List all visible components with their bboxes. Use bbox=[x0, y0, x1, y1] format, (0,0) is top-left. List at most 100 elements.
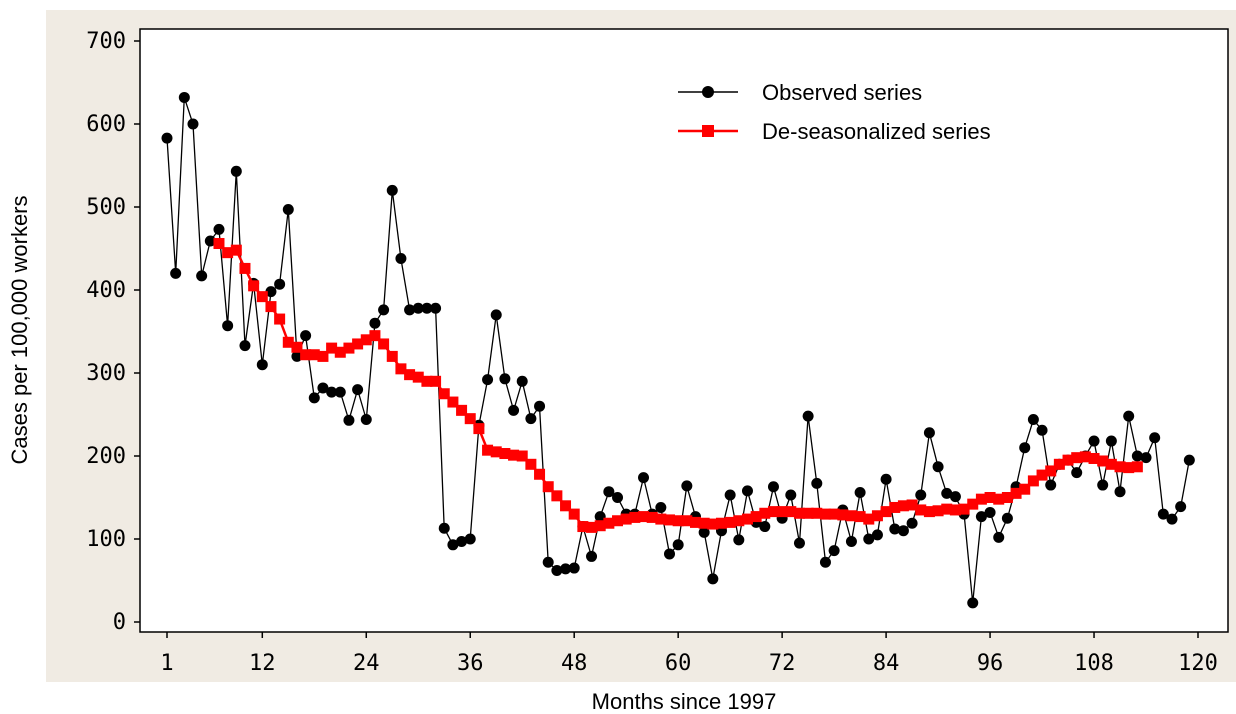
data-point bbox=[1019, 483, 1031, 495]
data-point bbox=[967, 498, 979, 510]
y-tick-label: 700 bbox=[86, 29, 126, 54]
data-point bbox=[265, 286, 277, 298]
data-point bbox=[187, 118, 199, 130]
data-point bbox=[308, 349, 320, 361]
data-point bbox=[334, 386, 346, 398]
data-point bbox=[811, 477, 823, 489]
data-point bbox=[897, 525, 909, 537]
data-point bbox=[984, 492, 996, 503]
data-point bbox=[707, 573, 719, 585]
data-point bbox=[1123, 410, 1135, 422]
x-tick-label: 120 bbox=[1178, 651, 1218, 676]
data-point bbox=[534, 468, 546, 480]
legend-item: De-seasonalized series bbox=[678, 119, 991, 144]
data-point bbox=[447, 539, 459, 551]
data-point bbox=[828, 545, 840, 557]
data-point bbox=[689, 516, 701, 528]
data-point bbox=[404, 304, 416, 316]
data-point bbox=[369, 317, 381, 329]
y-axis: 0 100 200 300 400 500 600 700 bbox=[86, 29, 140, 635]
data-point bbox=[421, 375, 433, 387]
data-point bbox=[1019, 442, 1031, 454]
data-point bbox=[516, 450, 528, 462]
data-point bbox=[378, 338, 390, 350]
data-point bbox=[248, 280, 260, 292]
data-point bbox=[490, 446, 502, 458]
data-point bbox=[343, 342, 355, 354]
y-tick-label: 400 bbox=[86, 278, 126, 303]
x-tick-label: 24 bbox=[353, 651, 380, 676]
data-point bbox=[1071, 452, 1083, 464]
data-point bbox=[871, 510, 883, 522]
data-point bbox=[395, 363, 407, 375]
data-point bbox=[1131, 461, 1143, 473]
data-point bbox=[1053, 458, 1065, 470]
data-point bbox=[681, 515, 693, 527]
data-point bbox=[594, 520, 606, 532]
x-tick-label: 72 bbox=[769, 651, 796, 676]
data-point bbox=[568, 562, 580, 574]
data-point bbox=[1045, 479, 1057, 491]
data-point bbox=[854, 511, 866, 523]
data-point bbox=[300, 349, 312, 361]
data-point bbox=[759, 507, 771, 519]
data-point bbox=[308, 392, 320, 404]
legend-label: De-seasonalized series bbox=[762, 119, 991, 144]
data-point bbox=[655, 513, 667, 525]
data-point bbox=[1105, 458, 1117, 470]
x-tick-label: 48 bbox=[561, 651, 588, 676]
data-point bbox=[265, 301, 277, 313]
data-point bbox=[958, 503, 970, 515]
data-point bbox=[845, 535, 857, 547]
x-tick-label: 108 bbox=[1074, 651, 1114, 676]
data-point bbox=[586, 521, 598, 533]
data-point bbox=[975, 493, 987, 505]
data-point bbox=[889, 523, 901, 535]
data-point bbox=[620, 513, 632, 525]
data-point bbox=[464, 413, 476, 425]
data-point bbox=[516, 375, 528, 387]
data-point bbox=[317, 350, 329, 362]
data-point bbox=[291, 341, 303, 353]
data-point bbox=[741, 485, 753, 497]
data-point bbox=[256, 359, 268, 371]
data-point bbox=[369, 330, 381, 342]
data-point bbox=[1149, 432, 1161, 444]
data-point bbox=[949, 504, 961, 516]
data-point bbox=[1088, 452, 1100, 464]
data-point bbox=[360, 334, 372, 346]
data-point bbox=[819, 508, 831, 520]
data-point bbox=[932, 505, 944, 517]
data-point bbox=[1097, 455, 1109, 467]
plot-area bbox=[139, 28, 1229, 633]
data-point bbox=[386, 350, 398, 362]
data-point bbox=[1062, 454, 1074, 466]
legend: Observed series De-seasonalized series bbox=[678, 80, 991, 144]
data-point bbox=[204, 235, 216, 247]
data-point bbox=[793, 537, 805, 549]
data-point bbox=[681, 480, 693, 492]
data-point bbox=[378, 304, 390, 316]
series-layer bbox=[161, 91, 1195, 609]
data-point bbox=[274, 278, 286, 290]
data-point bbox=[222, 320, 234, 332]
x-tick-label: 1 bbox=[160, 651, 173, 676]
x-tick-label: 60 bbox=[665, 651, 692, 676]
data-point bbox=[300, 330, 312, 342]
data-point bbox=[352, 384, 364, 396]
data-point bbox=[326, 342, 338, 354]
data-point bbox=[733, 515, 745, 527]
data-point bbox=[733, 534, 745, 546]
data-point bbox=[629, 511, 641, 523]
data-point bbox=[430, 375, 442, 387]
data-point bbox=[767, 506, 779, 518]
data-point bbox=[724, 516, 736, 528]
data-point bbox=[577, 521, 589, 533]
data-point bbox=[880, 506, 892, 518]
y-tick-label: 100 bbox=[86, 527, 126, 552]
data-point bbox=[793, 507, 805, 519]
data-point bbox=[646, 511, 658, 523]
x-tick-label: 84 bbox=[873, 651, 900, 676]
data-point bbox=[863, 513, 875, 525]
